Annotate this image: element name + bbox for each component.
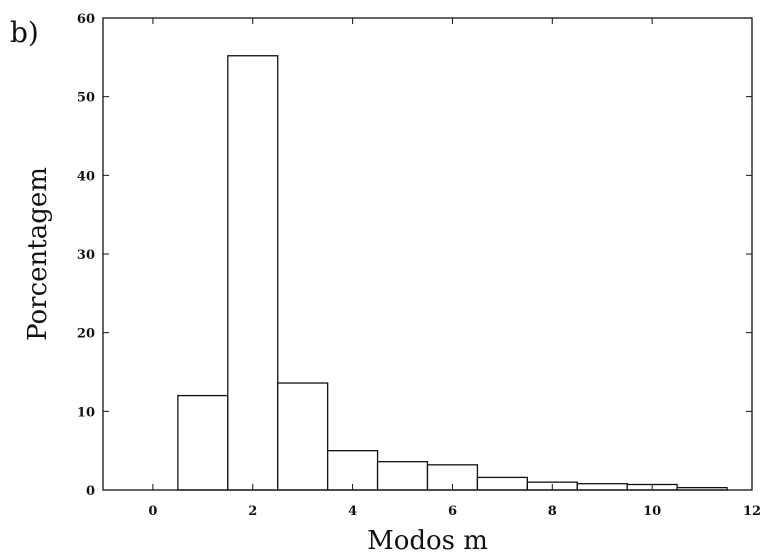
bar-m-3	[277, 382, 329, 491]
y-axis-label: Porcentagem	[23, 167, 53, 341]
y-tick-label: 20	[77, 327, 95, 342]
y-tick-label: 50	[77, 91, 95, 106]
x-tick-label: 6	[448, 504, 457, 519]
bars-group	[177, 55, 728, 491]
panel-label: b)	[10, 16, 39, 49]
bar-m-2	[227, 55, 279, 491]
x-tick-label: 10	[643, 504, 661, 519]
x-axis-label: Modos m	[367, 526, 488, 556]
plot-frame	[102, 17, 753, 491]
x-tick-label: 8	[548, 504, 557, 519]
bar-m-5	[376, 461, 429, 491]
x-tick-label: 12	[743, 504, 761, 519]
x-tick-label: 0	[148, 504, 157, 519]
bar-m-7	[476, 476, 528, 491]
ticks-group: 0 2 4 6 8 10 12 0 10 20 30 40 50 60	[77, 12, 761, 519]
bar-m-4	[327, 450, 379, 491]
bar-m-1	[177, 394, 229, 491]
bar-m-9	[576, 483, 628, 491]
y-tick-label: 10	[77, 405, 95, 420]
y-tick-label: 60	[77, 12, 95, 27]
y-tick-label: 40	[77, 169, 95, 184]
x-tick-label: 2	[248, 504, 257, 519]
y-tick-label: 30	[77, 248, 95, 263]
x-tick-label: 4	[348, 504, 357, 519]
y-tick-label: 0	[86, 484, 95, 499]
